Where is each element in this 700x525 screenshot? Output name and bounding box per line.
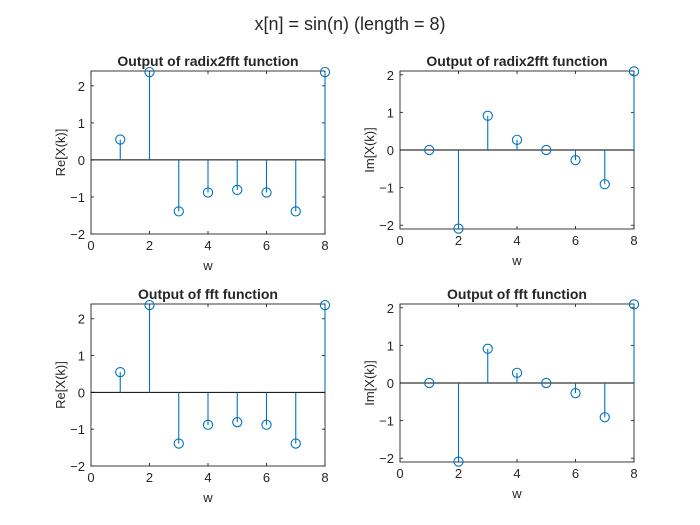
stem-marker	[202, 187, 214, 198]
y-tick-label: −1	[70, 422, 85, 437]
stem-marker	[511, 134, 523, 145]
subplot-2: 0 2 4 6 8 −2 −1 0 1 2 Output of radix2fft function…	[362, 53, 640, 268]
stem-marker	[424, 377, 435, 389]
x-tick-label: 2	[146, 470, 153, 485]
y-axis-label: Re[X(k)]	[53, 129, 68, 177]
y-tick-label: 2	[387, 68, 394, 83]
x-tick-label: 8	[321, 238, 328, 253]
y-tick-label: 0	[78, 385, 85, 400]
figure-title: x[n] = sin(n) (length = 8)	[254, 14, 445, 34]
stem-marker	[173, 438, 184, 449]
stem-marker	[290, 206, 301, 217]
x-tick-label: 8	[630, 233, 637, 248]
stem-marker	[115, 134, 126, 145]
y-tick-label: −2	[379, 218, 394, 233]
subplot-title: Output of radix2fft function	[117, 53, 298, 69]
stem-marker	[232, 184, 243, 196]
y-tick-label: 1	[387, 338, 394, 353]
axes-box	[90, 70, 326, 235]
x-tick-label: 0	[396, 233, 403, 248]
subplot-title: Output of radix2fft function	[426, 53, 607, 69]
stem-marker	[599, 179, 610, 190]
x-tick-label: 2	[455, 233, 462, 248]
y-axis-label: Im[X(k)]	[362, 360, 377, 406]
stem-marker	[482, 343, 493, 354]
stem-marker	[232, 417, 243, 428]
x-tick-label: 4	[513, 466, 520, 481]
stem-marker	[511, 367, 523, 378]
stem-marker	[115, 366, 126, 378]
y-tick-label: −2	[70, 459, 85, 474]
stem-marker	[541, 144, 552, 156]
y-tick-label: 0	[387, 376, 394, 391]
stem-marker	[424, 144, 435, 156]
stem-marker	[570, 388, 581, 399]
x-tick-label: 2	[455, 466, 462, 481]
x-tick-label: 6	[572, 466, 579, 481]
stem-marker	[570, 155, 581, 166]
y-tick-label: −2	[70, 227, 85, 242]
stem-marker	[628, 66, 640, 77]
subplot-3: 0 2 4 6 8 −2 −1 0 1 2 Output of fft function w Re[X(…	[53, 286, 331, 505]
y-tick-label: 2	[78, 79, 85, 94]
stem-marker	[261, 187, 272, 198]
y-tick-label: 0	[387, 143, 394, 158]
stem-marker	[453, 456, 464, 467]
x-axis-label: w	[511, 486, 522, 501]
x-tick-label: 2	[146, 238, 153, 253]
stem-marker	[319, 66, 331, 78]
stem-marker	[290, 438, 301, 449]
stem-marker	[144, 299, 155, 311]
x-axis-label: w	[202, 258, 213, 273]
y-axis-label: Re[X(k)]	[53, 361, 68, 409]
x-tick-label: 6	[572, 233, 579, 248]
x-tick-label: 8	[321, 470, 328, 485]
subplot-4: 0 2 4 6 8 −2 −1 0 1 2 Output of fft function w Im[X(…	[362, 286, 640, 501]
y-tick-label: 1	[387, 105, 394, 120]
stem-marker	[261, 419, 272, 430]
stem-marker	[541, 377, 552, 389]
y-tick-label: −2	[379, 451, 394, 466]
y-tick-label: −1	[379, 181, 394, 196]
stem-marker	[144, 66, 155, 78]
subplot-title: Output of fft function	[447, 286, 587, 302]
axes-box	[90, 303, 326, 467]
x-tick-label: 0	[87, 238, 94, 253]
x-tick-label: 0	[396, 466, 403, 481]
stem-marker	[202, 419, 214, 430]
y-tick-label: 0	[78, 153, 85, 168]
y-tick-label: 1	[78, 116, 85, 131]
subplot-1: 0 2 4 6 8 −2 −1 0 1 2 Output of radix2fft function…	[53, 53, 331, 273]
x-tick-label: 0	[87, 470, 94, 485]
y-tick-label: −1	[70, 190, 85, 205]
stem-marker	[453, 223, 464, 234]
subplot-grid: 0 2 4 6 8 −2 −1 0 1 2 Output of radix2fft function…	[53, 53, 640, 505]
x-axis-label: w	[202, 490, 213, 505]
y-axis-label: Im[X(k)]	[362, 127, 377, 173]
y-tick-label: 1	[78, 349, 85, 364]
stem-marker	[482, 110, 493, 121]
stem-marker	[173, 206, 184, 217]
x-tick-label: 4	[204, 470, 211, 485]
x-tick-label: 4	[204, 238, 211, 253]
y-tick-label: 2	[78, 312, 85, 327]
subplot-title: Output of fft function	[138, 286, 278, 302]
stem-marker	[599, 412, 610, 423]
y-tick-label: 2	[387, 301, 394, 316]
x-tick-label: 6	[263, 238, 270, 253]
stem-marker	[319, 299, 331, 311]
x-tick-label: 4	[513, 233, 520, 248]
x-tick-label: 6	[263, 470, 270, 485]
stem-marker	[628, 299, 640, 310]
x-tick-label: 8	[630, 466, 637, 481]
y-tick-label: −1	[379, 414, 394, 429]
x-axis-label: w	[511, 253, 522, 268]
